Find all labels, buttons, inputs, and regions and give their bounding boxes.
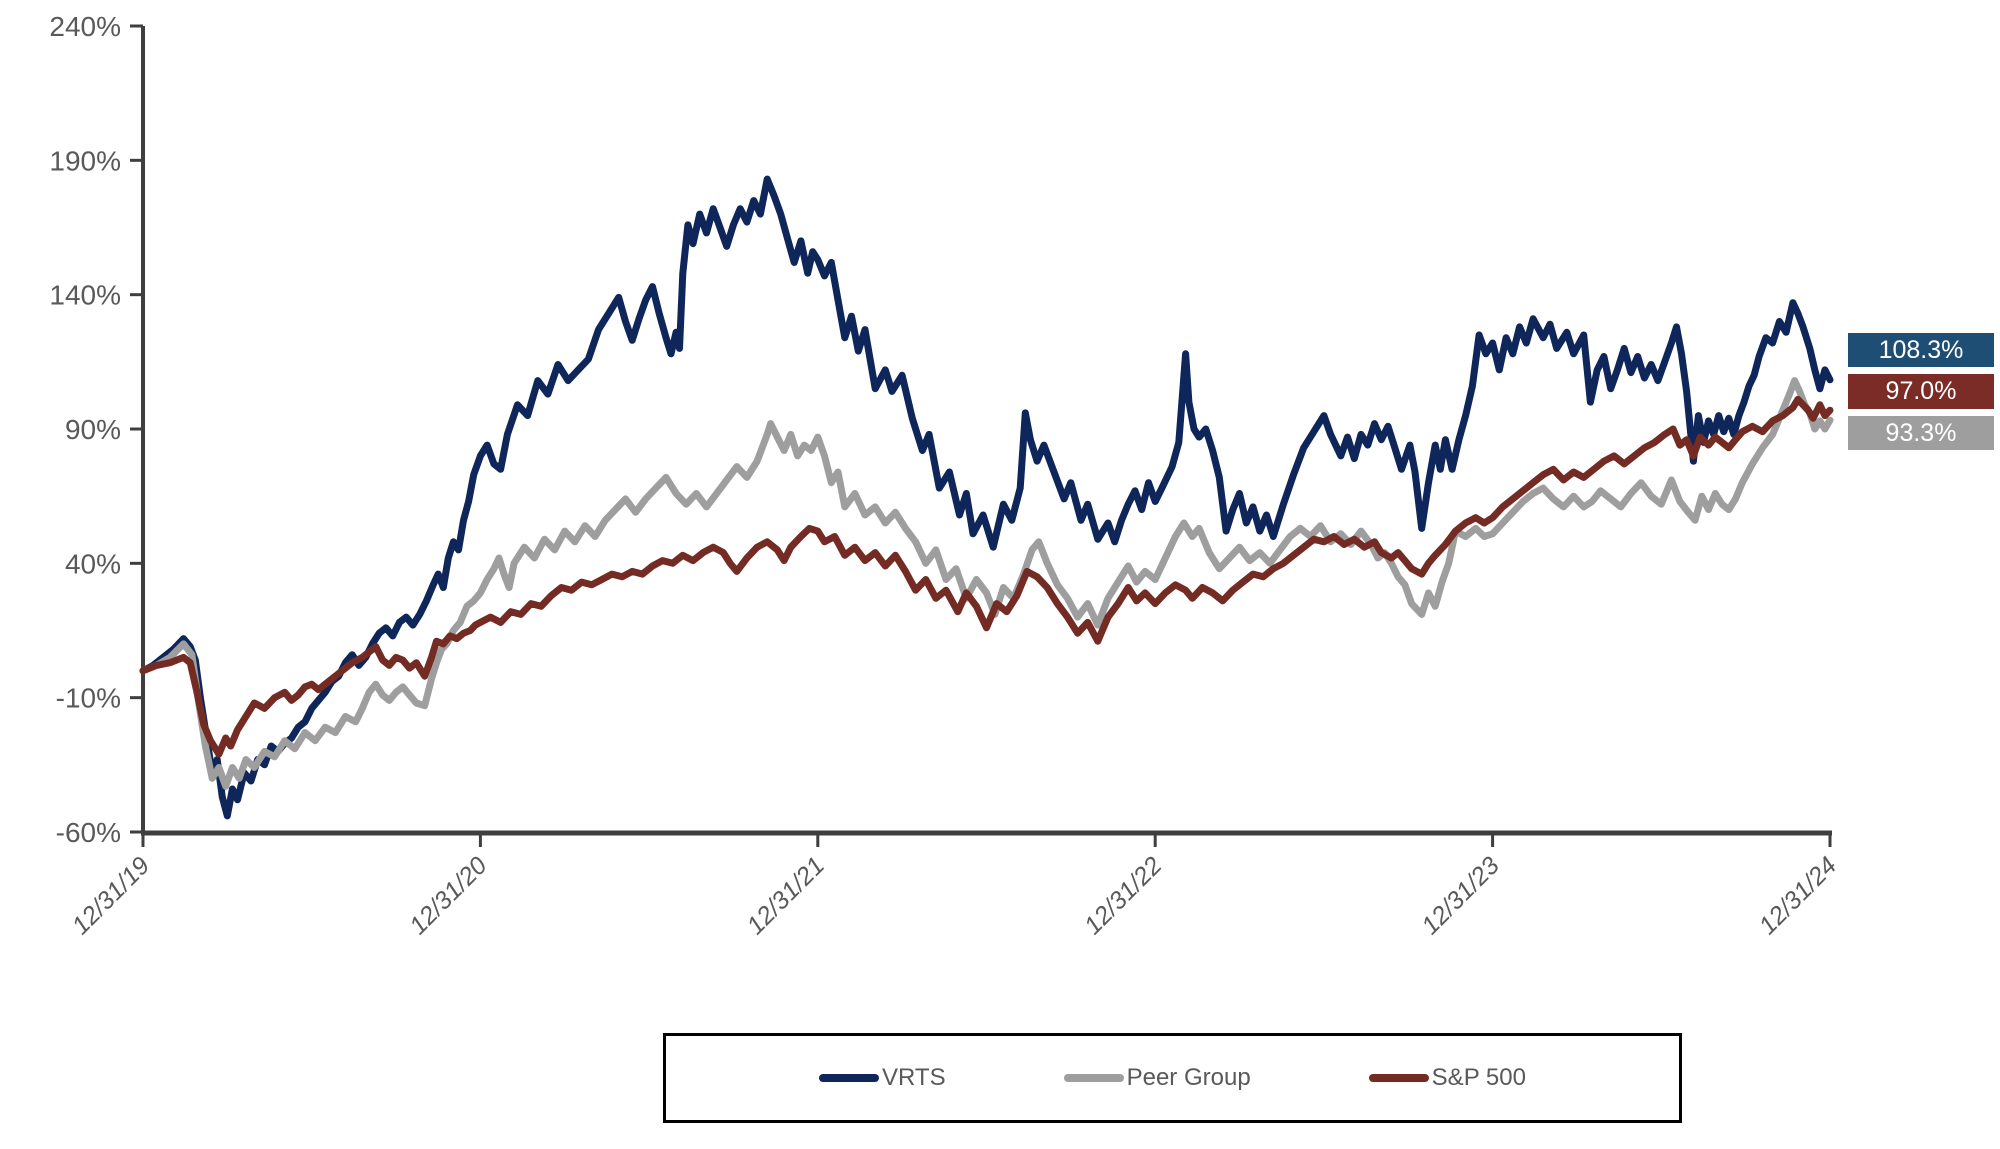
x-axis-tick-label: 12/31/19 (67, 851, 156, 940)
vrts-line-swatch-icon (819, 1074, 880, 1082)
y-axis-tick-label: 140% (49, 280, 121, 311)
x-axis-tick-label: 12/31/20 (404, 851, 493, 940)
vrts-end-value: 108.3% (1878, 335, 1964, 364)
x-axis-tick-label: 12/31/22 (1079, 851, 1168, 940)
legend-label-peer-group: Peer Group (1126, 1064, 1251, 1091)
vrts-line (139, 175, 1834, 820)
y-axis-tick-label: 40% (65, 548, 121, 579)
y-axis-tick-label: 190% (49, 145, 121, 176)
y-axis-tick-label: -60% (56, 817, 121, 848)
vrts-end-value-badge: 108.3% (1848, 333, 1994, 367)
y-axis-tick-label: -10% (56, 683, 121, 714)
sp500-line-swatch-icon (1368, 1074, 1429, 1082)
legend-label-vrts: VRTS (882, 1064, 946, 1091)
sp500-end-value: 97.0% (1885, 377, 1957, 405)
x-axis-tick-label: 12/31/23 (1416, 851, 1505, 940)
peer-group-end-value-badge: 93.3% (1848, 416, 1994, 450)
x-axis-tick-label: 12/31/21 (741, 851, 830, 940)
peer-group-end-value: 93.3% (1885, 418, 1957, 447)
chart-legend: VRTS Peer Group S&P 500 (663, 1033, 1682, 1123)
y-axis-tick-label: 90% (65, 414, 121, 445)
sp500-end-value-badge: 97.0% (1848, 374, 1994, 409)
y-axis-tick-label: 240% (49, 11, 121, 42)
legend-item-peer-group: Peer Group (1063, 1064, 1251, 1092)
peer-group-line-swatch-icon (1063, 1074, 1124, 1082)
legend-item-sp500: S&P 500 (1368, 1064, 1526, 1092)
x-axis-tick-label: 12/31/24 (1754, 851, 1843, 940)
sp500-line (139, 395, 1834, 758)
legend-item-vrts: VRTS (819, 1064, 946, 1092)
peer-group-line (139, 377, 1834, 790)
legend-label-sp500: S&P 500 (1431, 1064, 1526, 1091)
